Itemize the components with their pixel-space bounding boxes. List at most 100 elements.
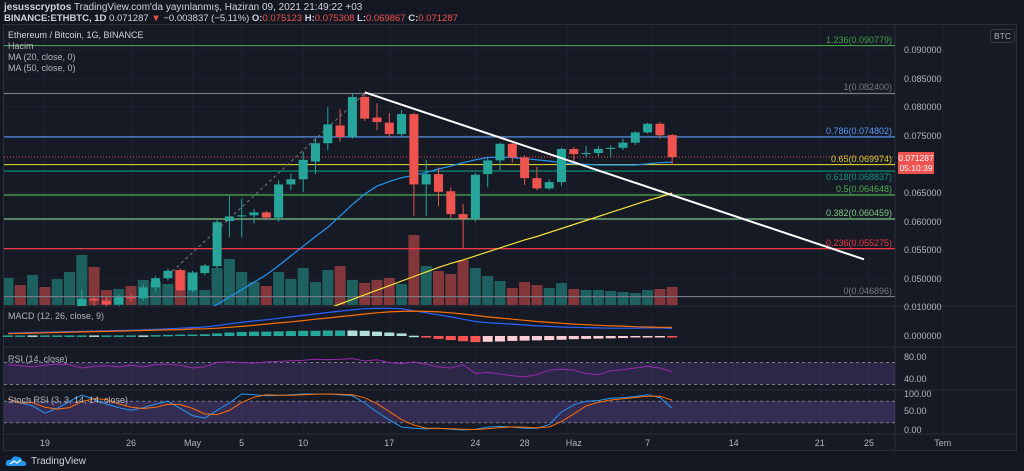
candle-down <box>507 143 517 158</box>
author[interactable]: jesusscryptos <box>4 2 72 13</box>
stoch-band <box>4 401 895 423</box>
fib-retracement[interactable] <box>4 44 895 298</box>
low-value: 0.069867 <box>366 13 406 24</box>
candles <box>77 92 677 306</box>
candle-up <box>163 270 173 279</box>
volume-bars <box>4 235 678 305</box>
macd-histogram-bar <box>531 336 542 341</box>
volume-bar <box>592 290 604 305</box>
pane-separators <box>4 25 1016 450</box>
time-tick: 7 <box>645 438 651 448</box>
candle-down <box>409 114 419 185</box>
macd-histogram-bar <box>654 336 665 338</box>
fib-level-label: 1(0.082400) <box>843 82 892 93</box>
macd-histogram-bar <box>3 335 13 337</box>
open-value: 0.075123 <box>262 13 303 24</box>
volume-bar <box>556 283 567 305</box>
time-tick: 5 <box>239 438 245 448</box>
volume-bar <box>4 278 14 305</box>
time-tick: May <box>183 438 202 448</box>
volume-bar <box>64 272 75 305</box>
cloud-logo-icon <box>5 456 27 466</box>
macd-histogram-bar <box>187 334 198 337</box>
macd-tick: 0.000000 <box>904 331 942 341</box>
legend-volume[interactable]: Hacim <box>8 41 34 51</box>
volume-bar <box>211 268 223 305</box>
candle-up <box>397 114 407 135</box>
macd-histogram-bar <box>138 335 149 337</box>
time-tick: 19 <box>39 438 50 448</box>
candle-down <box>372 117 382 123</box>
candle-up <box>581 152 591 155</box>
volume-bar <box>457 260 469 305</box>
macd-histogram-bar <box>667 336 678 338</box>
price-change: −0.003837 (−5.11%) <box>163 13 250 24</box>
candle-up <box>237 215 247 217</box>
legend-stoch-rsi[interactable]: Stoch RSI (3, 3, 14, 14, close) <box>8 395 129 405</box>
candle-down <box>655 123 665 136</box>
macd-histogram-bar <box>76 335 87 337</box>
symbol: BINANCE:ETHBTC, 1D <box>4 13 107 24</box>
legend-ma20[interactable]: MA (20, close, 0) <box>8 52 76 62</box>
rsi-tick: 80.00 <box>904 352 927 362</box>
macd-histogram-bar <box>52 335 63 337</box>
volume-bar <box>519 282 531 305</box>
macd-histogram-bar <box>113 335 124 337</box>
indicators <box>3 307 895 431</box>
price-tick: 0.055000 <box>904 245 942 256</box>
stoch-tick: 0.00 <box>904 425 922 435</box>
ma50-line <box>332 192 673 306</box>
macd-histogram-bar <box>544 336 555 341</box>
macd-histogram-bar <box>384 332 395 336</box>
legend-rsi[interactable]: RSI (14, close) <box>8 354 68 364</box>
candle-down <box>667 135 677 158</box>
candle-up <box>114 297 124 305</box>
macd-histogram-bar <box>64 335 75 337</box>
trendlines[interactable] <box>167 91 865 276</box>
candle-up <box>224 216 234 222</box>
time-tick: 24 <box>470 438 481 448</box>
legend-macd[interactable]: MACD (12, 26, close, 9) <box>8 311 105 321</box>
tradingview-logo[interactable]: TradingView <box>5 455 86 467</box>
candle-down <box>89 298 99 301</box>
macd-histogram-bar <box>285 331 296 336</box>
candle-up <box>151 278 161 288</box>
fib-level-label: 0.382(0.060459) <box>825 207 892 218</box>
volume-bar <box>445 274 457 305</box>
chart-frame[interactable] <box>3 24 1017 451</box>
time-tick: Haz <box>565 438 582 448</box>
volume-bar <box>310 282 321 305</box>
candle-down <box>446 191 456 215</box>
volume-bar <box>371 280 383 305</box>
macd-histogram-bar <box>495 336 505 342</box>
volume-bar <box>285 279 297 305</box>
fib-level-label: 0.65(0.069974) <box>830 153 892 164</box>
candle-up <box>421 174 431 185</box>
volume-bar <box>383 278 395 305</box>
macd-histogram-bar <box>372 331 382 336</box>
macd-histogram-bar <box>249 331 259 336</box>
candle-up <box>286 179 296 185</box>
legend-ma50[interactable]: MA (50, close, 0) <box>8 63 76 73</box>
volume-bar <box>420 266 432 305</box>
trendline <box>364 91 865 261</box>
volume-bar <box>482 276 494 305</box>
rsi-tick: 40.00 <box>904 374 927 384</box>
macd-histogram-bar <box>150 335 161 337</box>
time-tick: 28 <box>519 438 530 448</box>
currency-button[interactable]: BTC <box>990 29 1015 43</box>
volume-bar <box>162 284 174 305</box>
candle-up <box>618 142 628 148</box>
candle-up <box>606 147 616 149</box>
legend-title[interactable]: Ethereum / Bitcoin, 1G, BINANCE <box>8 30 144 40</box>
time-tick: 14 <box>728 438 739 448</box>
price-tick: 0.085000 <box>904 73 942 84</box>
candle-up <box>77 298 87 306</box>
last-price: 0.071287 <box>109 13 149 24</box>
close-value: 0.071287 <box>418 13 458 24</box>
volume-bar <box>51 279 63 305</box>
candle-up <box>323 124 333 144</box>
macd-histogram-bar <box>482 336 493 342</box>
candle-up <box>347 96 357 137</box>
